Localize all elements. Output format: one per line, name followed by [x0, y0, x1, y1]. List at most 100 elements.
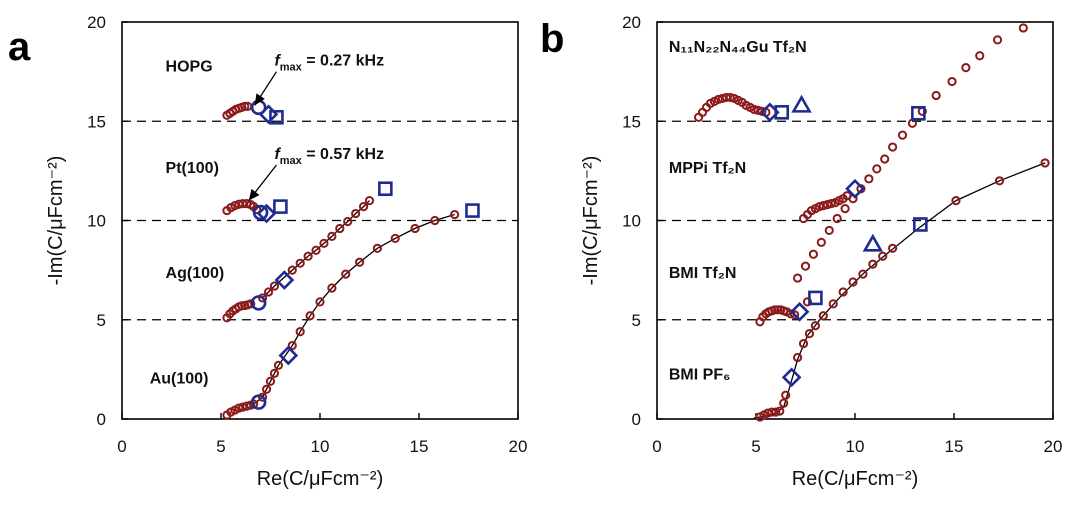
panel-a-series-4-point — [295, 327, 305, 337]
panel-a-fit-lines — [253, 200, 455, 405]
panel-a-y-tick-label: 20 — [87, 13, 106, 32]
panel-b-x-axis-label: Re(C/μFcm⁻²) — [792, 468, 919, 490]
panel-a-circle-marker — [250, 295, 267, 311]
fmax-symbol: f — [274, 146, 281, 163]
panel-a-x-tick-label: 15 — [410, 437, 429, 456]
panel-a-y-tick-label: 0 — [97, 410, 106, 429]
panel-a-y-tick-label: 15 — [87, 112, 106, 131]
panel-b-series-1-point — [792, 273, 803, 283]
panel-a-series-label: Ag(100) — [166, 265, 225, 282]
fmax-value: = 0.27 kHz — [302, 53, 384, 70]
panel-b-series-1-point — [840, 203, 850, 214]
panel-a-series-4-point — [315, 297, 325, 307]
panel-a-x-tick-label: 20 — [509, 437, 528, 456]
panel-a-y-tick-label: 10 — [87, 212, 106, 231]
fmax-value: = 0.57 kHz — [302, 146, 384, 163]
panel-a-series-4-point — [410, 223, 420, 234]
panel-b-series-label: BMI Tf₂N — [669, 265, 737, 282]
panel-a-series-3-point — [295, 258, 305, 268]
panel-a-series-4-point — [238, 402, 248, 412]
panel-b-series-1-point — [816, 237, 826, 247]
panel-b-y-tick-label: 10 — [622, 212, 641, 231]
panel-a-reference-lines — [122, 120, 518, 321]
panel-a-fit-line-2 — [253, 213, 455, 405]
panel-b-x-tick-label: 20 — [1044, 437, 1063, 456]
panel-b-series-4-point — [868, 259, 878, 269]
panel-b-letter: b — [540, 17, 564, 61]
fmax-arrow-head — [254, 93, 265, 106]
fmax-symbol: f — [274, 53, 281, 70]
panel-a-x-tick-label: 5 — [216, 437, 225, 456]
panel-a-x-tick-label: 0 — [117, 437, 126, 456]
panel-b-reference-lines — [657, 120, 1053, 321]
panel-a-series-4-point — [430, 215, 440, 226]
panel-a-ticks: 0 5 10 15 20 0 5 10 15 20 — [87, 13, 527, 456]
panel-a-circle-marker — [250, 394, 267, 410]
panel-b-series-1-point — [808, 249, 819, 259]
panel-b-y-tick-label: 0 — [632, 410, 641, 429]
panel-a: a 0 5 10 15 20 0 5 10 15 20 HOPG Pt(100) Ag(100) Au(… — [8, 13, 527, 490]
panel-b-series-1-point — [992, 35, 1003, 45]
panel-a-series-4-point — [355, 257, 365, 267]
panel-b-square-marker — [911, 106, 926, 121]
panel-a-series-3-point — [257, 293, 268, 303]
panel-b-series-2-point — [826, 199, 836, 209]
panel-b-diamond-marker — [781, 367, 802, 388]
panel-a-series-label: Pt(100) — [166, 160, 219, 177]
panel-b-square-marker — [913, 217, 928, 232]
panel-b-x-tick-label: 0 — [652, 437, 661, 456]
panel-b-series-1-point — [947, 76, 957, 87]
panel-b-series-4-point — [779, 398, 789, 408]
panel-b-x-tick-label: 10 — [846, 437, 865, 456]
panel-b-x-tick-label: 5 — [751, 437, 760, 456]
panel-b-series-1-point — [961, 63, 971, 73]
panel-b-series-4-point — [804, 329, 815, 339]
panel-b-data-points — [693, 23, 1050, 422]
panel-a-series-4-point — [327, 283, 337, 293]
panel-a-series-3-point — [327, 231, 337, 241]
panel-b-series-3-point — [790, 310, 800, 320]
panel-b-series-1-point — [753, 105, 763, 115]
panel-a-series-4-point — [390, 233, 400, 243]
panel-b-square-marker — [808, 290, 823, 306]
fmax-annotation: fmax = 0.27 kHz — [274, 53, 384, 74]
panel-b-series-1-point — [864, 174, 874, 184]
panel-b-series-4-point — [781, 390, 791, 400]
panel-a-series-4-point — [287, 340, 297, 351]
panel-b-series-3-point — [802, 297, 813, 307]
panel-a-series-3-point — [351, 208, 361, 219]
panel-a-series-1-point — [240, 101, 250, 111]
panel-b-y-tick-label: 15 — [622, 112, 641, 131]
panel-a-series-3-point — [358, 202, 369, 212]
panel-b-series-4-point — [792, 352, 803, 363]
panel-b-series-1-point — [880, 154, 890, 164]
panel-b-series-1-point — [757, 106, 767, 116]
panel-a-square-marker — [465, 203, 480, 218]
panel-b-markers — [760, 94, 928, 388]
panel-a-series-3-point — [287, 265, 297, 275]
panel-a-series-3-point — [364, 196, 375, 206]
fmax-subscript: max — [280, 155, 303, 167]
panel-b-series-1-point — [1018, 23, 1028, 33]
fmax-annotation: fmax = 0.57 kHz — [274, 146, 384, 167]
panel-b-series-4-point — [994, 176, 1005, 186]
panel-a-square-marker — [269, 109, 284, 125]
panel-b-series-1-point — [725, 92, 735, 103]
panel-b-series-4-point — [1040, 158, 1050, 168]
panel-b-series-4-point — [848, 277, 858, 287]
panel-b-series-4-point — [838, 287, 848, 297]
panel-a-series-3-point — [263, 287, 274, 297]
panel-a-x-axis-label: Re(C/μFcm⁻²) — [257, 468, 384, 490]
panel-b-series-4-point — [878, 251, 888, 261]
panel-b-series-1-point — [931, 90, 941, 101]
panel-b-square-marker — [774, 105, 790, 120]
panel-b-series-label: MPPi Tf₂N — [669, 160, 746, 177]
panel-b-series-3-point — [770, 305, 780, 315]
panel-a-series-4-point — [234, 403, 244, 413]
panel-b-series-4-point — [771, 407, 781, 417]
panel-b-series-1-point — [832, 213, 842, 224]
panel-a-circle-marker — [252, 204, 269, 221]
panel-b-x-tick-label: 15 — [945, 437, 964, 456]
